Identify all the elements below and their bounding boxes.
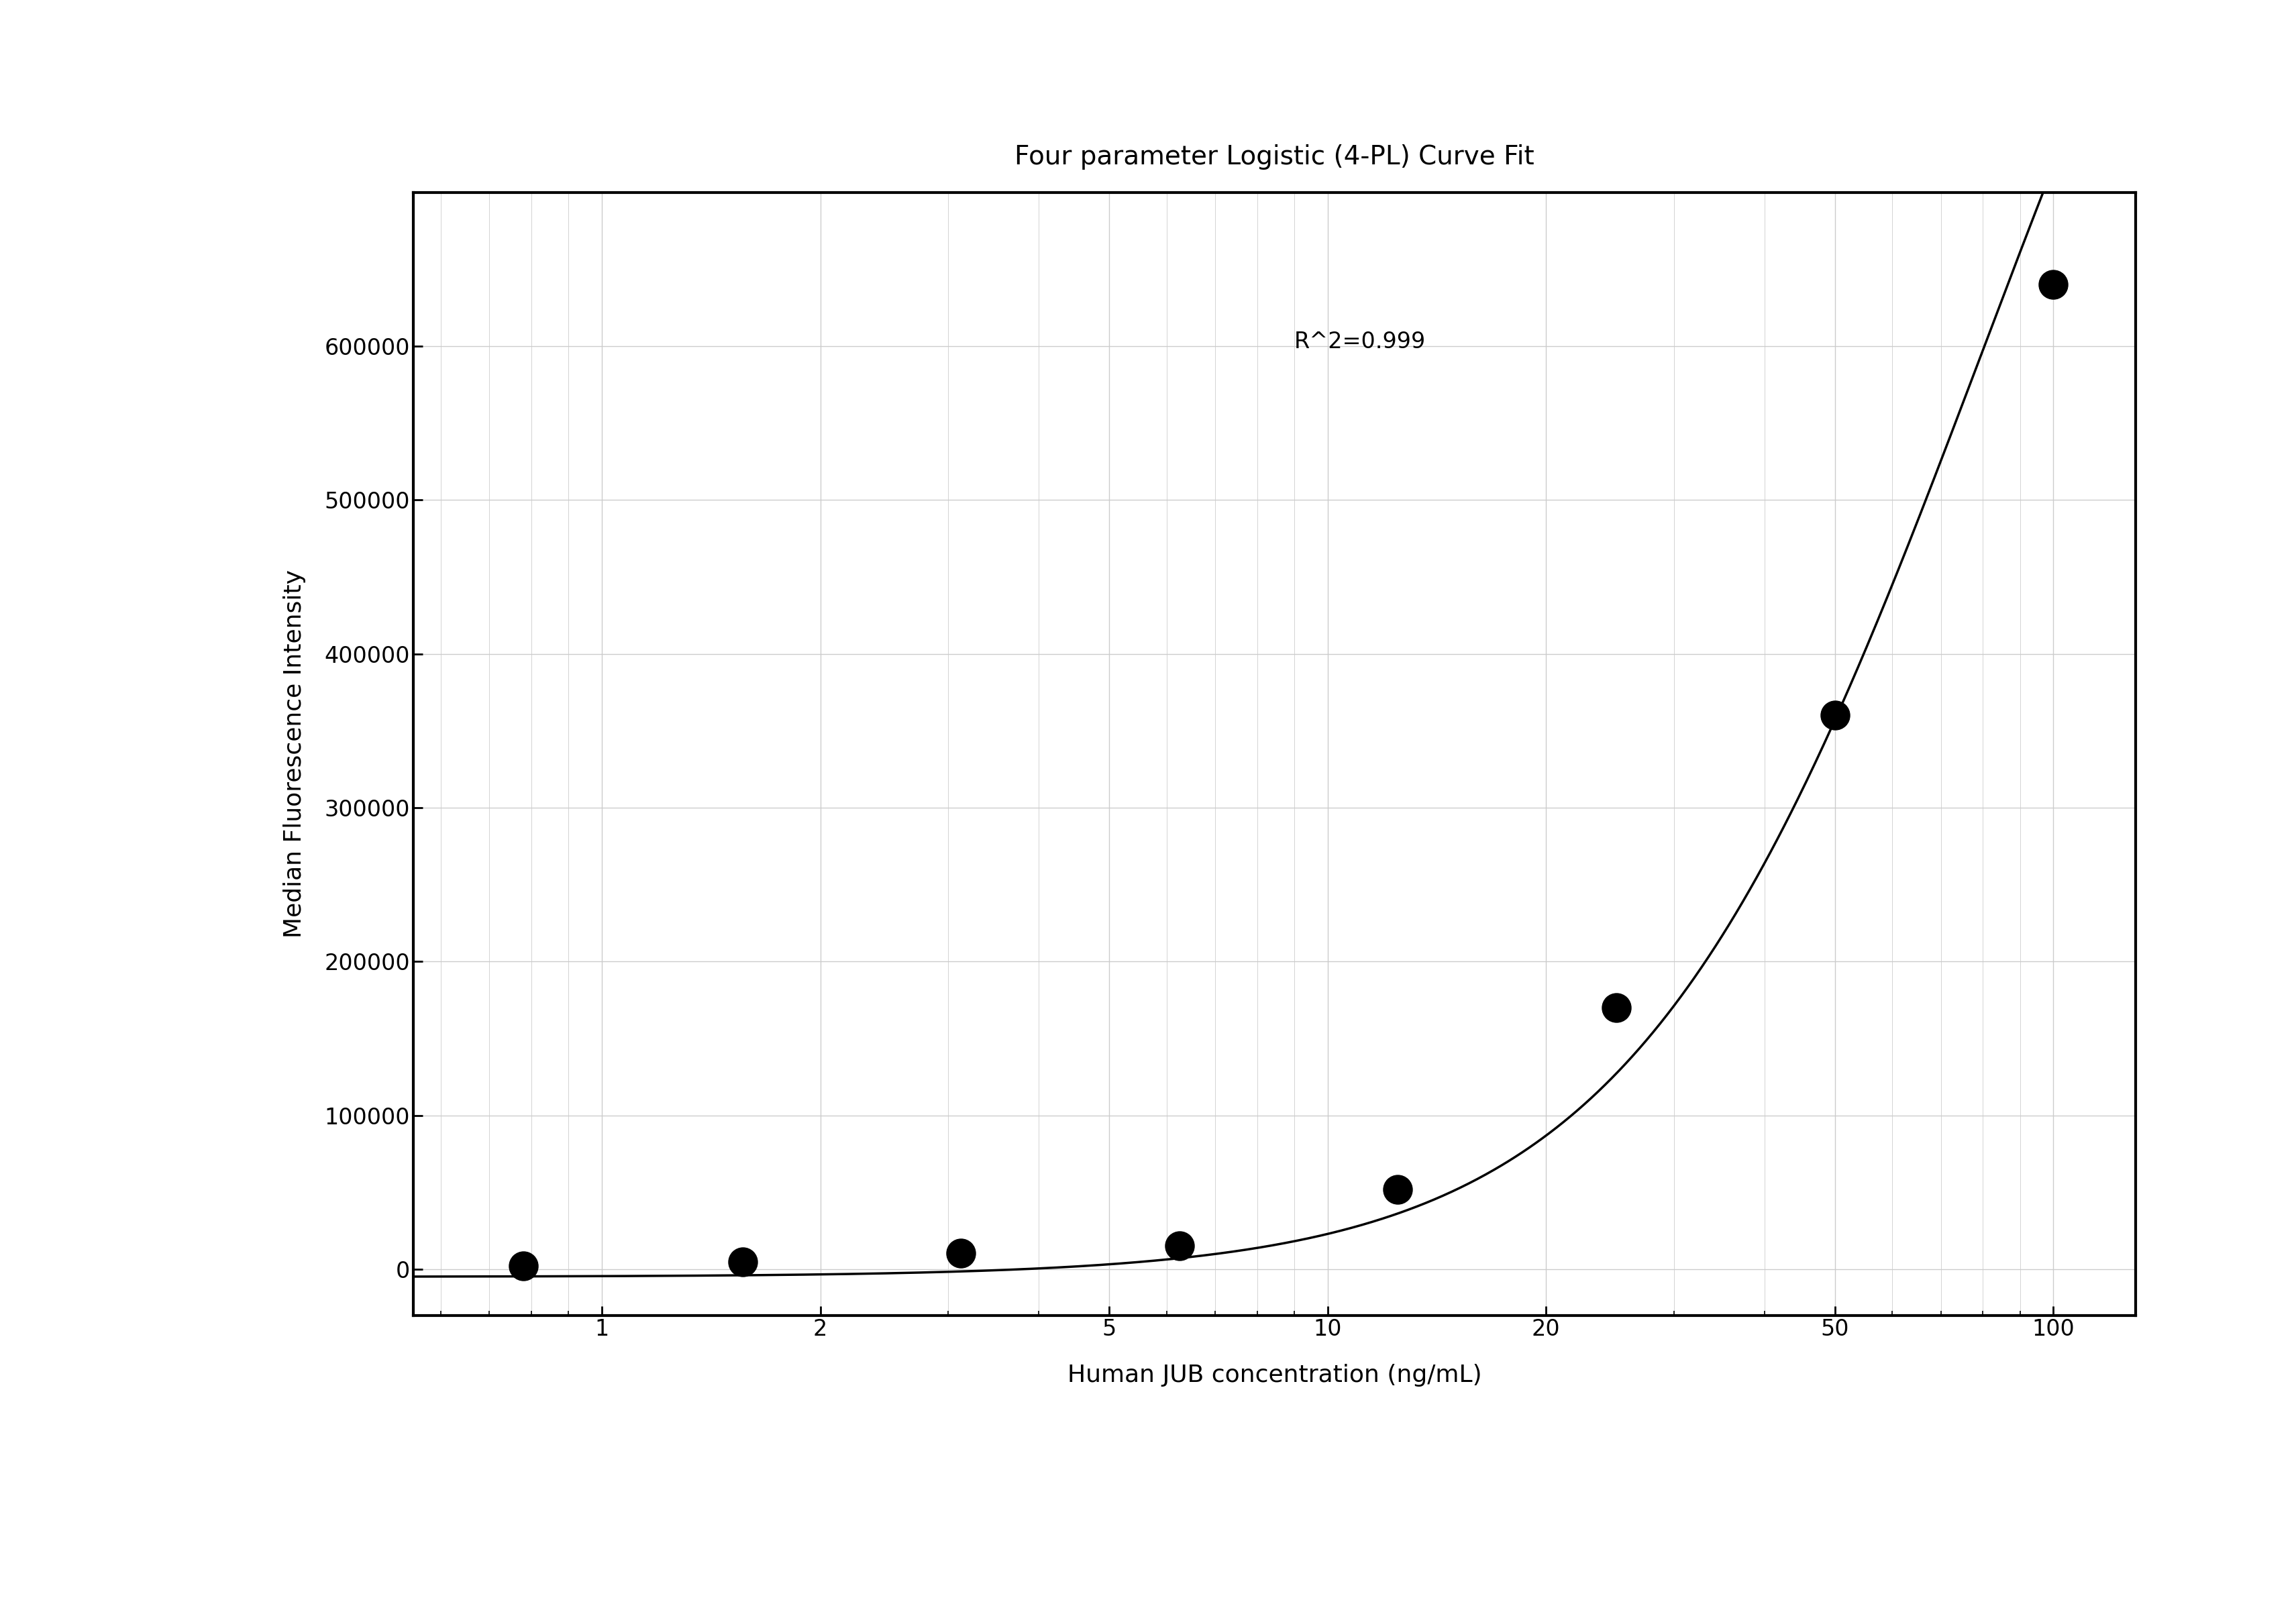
Point <box>723 1250 760 1275</box>
X-axis label: Human JUB concentration (ng/mL): Human JUB concentration (ng/mL) <box>1068 1363 1481 1387</box>
Title: Four parameter Logistic (4-PL) Curve Fit: Four parameter Logistic (4-PL) Curve Fit <box>1015 144 1534 170</box>
Point <box>941 1240 978 1266</box>
Point <box>1162 1233 1199 1259</box>
Point <box>2034 273 2071 298</box>
Point <box>1380 1176 1417 1201</box>
Y-axis label: Median Fluorescence Intensity: Median Fluorescence Intensity <box>282 569 305 938</box>
Text: R^2=0.999: R^2=0.999 <box>1295 330 1426 353</box>
Point <box>1816 703 1853 728</box>
Point <box>505 1253 542 1278</box>
Point <box>1598 994 1635 1020</box>
